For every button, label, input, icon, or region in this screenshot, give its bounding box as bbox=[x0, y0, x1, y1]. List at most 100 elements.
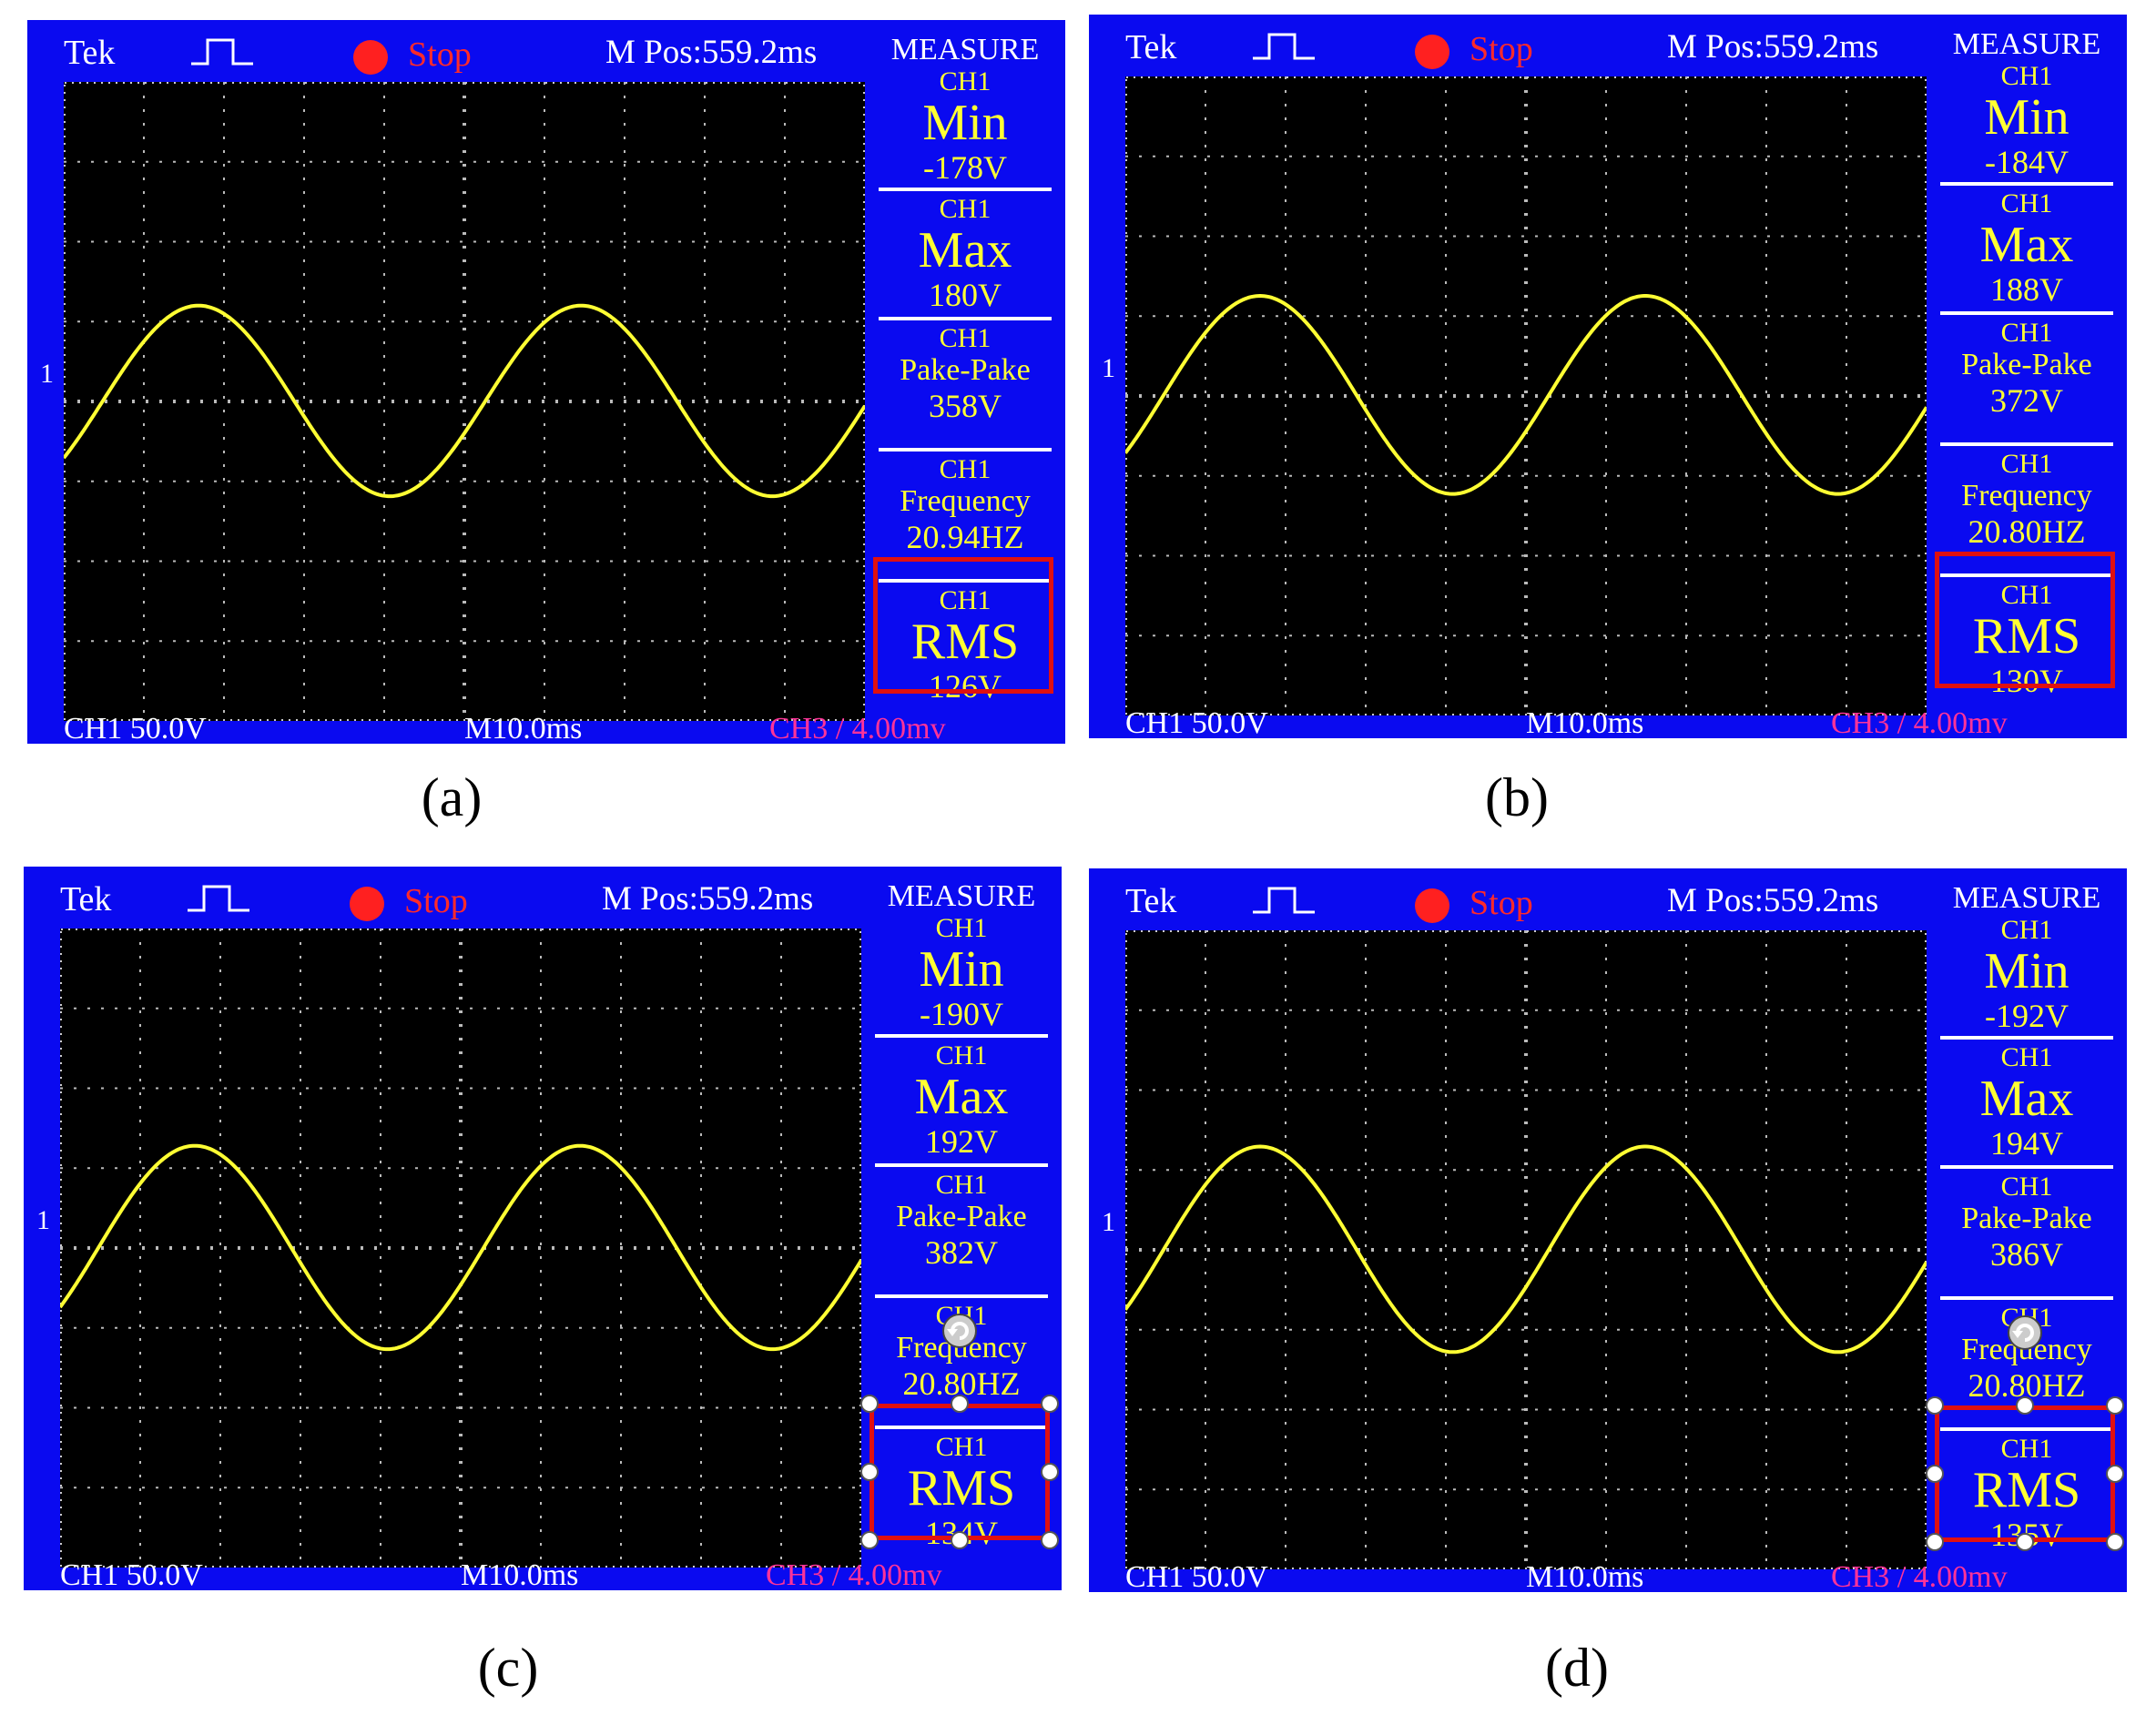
grid-border bbox=[1125, 930, 1927, 1569]
measure-min: CH1 Min -190V bbox=[875, 913, 1048, 1033]
rotate-handle-icon[interactable] bbox=[941, 1313, 978, 1349]
measure-max: CH1 Max 180V bbox=[879, 195, 1052, 314]
measure-panel: MEASURE CH1 Min -190V CH1 Max 192V CH1 Pake-Pak… bbox=[866, 867, 1057, 1568]
measure-separator bbox=[1940, 1427, 2113, 1431]
measure-separator bbox=[1940, 182, 2113, 186]
resize-handle-icon[interactable] bbox=[2106, 1533, 2124, 1551]
record-dot-icon bbox=[353, 40, 388, 75]
resize-handle-icon[interactable] bbox=[1041, 1531, 1059, 1549]
waveform-svg bbox=[1125, 76, 1927, 715]
measure-pake-pake: CH1 Pake-Pake 382V bbox=[875, 1171, 1048, 1272]
rms-highlight-box[interactable] bbox=[870, 1404, 1050, 1540]
measure-pake-pake: CH1 Pake-Pake 386V bbox=[1940, 1172, 2113, 1273]
rotate-handle-icon[interactable] bbox=[2007, 1314, 2043, 1351]
scope-header: Tek Stop M Pos:559.2ms bbox=[27, 20, 1065, 82]
waveform-svg bbox=[60, 928, 861, 1568]
measure-separator bbox=[1940, 442, 2113, 446]
measure-min: CH1 Min -192V bbox=[1940, 916, 2113, 1035]
measure-rms: CH1 RMS 130V bbox=[1940, 581, 2113, 700]
measure-rms: CH1 RMS 126V bbox=[879, 586, 1052, 705]
measure-title: MEASURE bbox=[1952, 881, 2101, 915]
scope-header: Tek Stop M Pos:559.2ms bbox=[24, 867, 1062, 928]
ch3-scale: CH3 / 4.00mv bbox=[1831, 706, 2008, 740]
resize-handle-icon[interactable] bbox=[860, 1531, 879, 1549]
oscilloscope-panel-d: Tek Stop M Pos:559.2ms 1 MEASURE CH1 Min -… bbox=[1089, 868, 2127, 1594]
measure-channel: CH1 bbox=[2000, 188, 2053, 218]
timebase: M10.0ms bbox=[1526, 706, 1644, 740]
scope-header: Tek Stop M Pos:559.2ms bbox=[1089, 15, 2127, 76]
resize-handle-icon[interactable] bbox=[2106, 1465, 2124, 1483]
resize-handle-icon[interactable] bbox=[1041, 1395, 1059, 1413]
measure-label: Min bbox=[1984, 943, 2070, 999]
panel-caption: (c) bbox=[477, 1638, 539, 1698]
waveform-display bbox=[1125, 930, 1927, 1569]
measure-label: Min bbox=[1984, 89, 2070, 146]
ground-marker-icon: 1 bbox=[40, 359, 54, 389]
resize-handle-icon[interactable] bbox=[951, 1395, 969, 1413]
measure-label: Max bbox=[918, 222, 1012, 279]
measure-title: MEASURE bbox=[1952, 27, 2101, 61]
measure-label: Pake-Pake bbox=[1961, 1202, 2092, 1235]
measure-separator bbox=[1940, 311, 2113, 315]
position-readout: M Pos:559.2ms bbox=[605, 34, 818, 71]
scope-footer: CH1 50.0V M10.0ms CH3 / 4.00mv bbox=[24, 1558, 1062, 1592]
resize-handle-icon[interactable] bbox=[951, 1531, 969, 1549]
measure-value: -184V bbox=[1985, 144, 2069, 180]
measure-value: 192V bbox=[925, 1123, 998, 1160]
measure-label: Pake-Pake bbox=[896, 1200, 1027, 1233]
brand-label: Tek bbox=[60, 880, 112, 918]
oscilloscope-panel-a: Tek Stop M Pos:559.2ms 1 MEASURE CH1 Min -… bbox=[27, 20, 1065, 746]
resize-handle-icon[interactable] bbox=[2106, 1396, 2124, 1415]
resize-handle-icon[interactable] bbox=[1041, 1463, 1059, 1481]
measure-min: CH1 Min -178V bbox=[879, 67, 1052, 187]
resize-handle-icon[interactable] bbox=[2016, 1533, 2034, 1551]
ch1-trace bbox=[64, 303, 865, 499]
measure-panel: MEASURE CH1 Min -192V CH1 Max 194V CH1 Pake-Pak… bbox=[1931, 868, 2122, 1569]
waveform-svg bbox=[1125, 930, 1927, 1569]
measure-pake-pake: CH1 Pake-Pake 358V bbox=[879, 323, 1052, 425]
measure-min: CH1 Min -184V bbox=[1940, 61, 2113, 181]
brand-label: Tek bbox=[1125, 28, 1177, 66]
scope-footer: CH1 50.0V M10.0ms CH3 / 4.00mv bbox=[1089, 706, 2127, 740]
ground-marker-icon: 1 bbox=[1102, 353, 1115, 383]
measure-separator bbox=[875, 1163, 1048, 1167]
measure-label: RMS bbox=[907, 1460, 1016, 1517]
position-readout: M Pos:559.2ms bbox=[1667, 882, 1879, 919]
resize-handle-icon[interactable] bbox=[860, 1463, 879, 1481]
measure-separator bbox=[879, 188, 1052, 191]
measure-value: 180V bbox=[929, 277, 1002, 313]
measure-value: 20.94HZ bbox=[906, 519, 1024, 555]
resize-handle-icon[interactable] bbox=[860, 1395, 879, 1413]
measure-channel: CH1 bbox=[2000, 61, 2053, 91]
measure-separator bbox=[879, 579, 1052, 583]
panel-caption: (a) bbox=[421, 767, 483, 827]
measure-value: 372V bbox=[1990, 382, 2063, 419]
measure-channel: CH1 bbox=[939, 585, 992, 615]
measure-label: Max bbox=[914, 1069, 1009, 1125]
pulse-icon bbox=[188, 885, 249, 912]
measure-separator bbox=[1940, 573, 2113, 577]
resize-handle-icon[interactable] bbox=[2016, 1396, 2034, 1415]
panel-caption: (b) bbox=[1485, 767, 1549, 827]
brand-label: Tek bbox=[1125, 882, 1177, 920]
measure-channel: CH1 bbox=[935, 913, 988, 943]
ch1-trace bbox=[1125, 293, 1927, 496]
measure-channel: CH1 bbox=[939, 323, 992, 353]
measure-separator bbox=[879, 317, 1052, 320]
scope-footer: CH1 50.0V M10.0ms CH3 / 4.00mv bbox=[1089, 1560, 2127, 1594]
waveform-display bbox=[1125, 76, 1927, 715]
measure-separator bbox=[875, 1426, 1048, 1429]
ch1-trace bbox=[60, 1143, 861, 1352]
ch1-scale: CH1 50.0V bbox=[64, 712, 207, 746]
resize-handle-icon[interactable] bbox=[1926, 1533, 1944, 1551]
measure-separator bbox=[1940, 1036, 2113, 1040]
resize-handle-icon[interactable] bbox=[1926, 1396, 1944, 1415]
measure-label: Frequency bbox=[900, 484, 1031, 518]
measure-value: 194V bbox=[1990, 1125, 2063, 1162]
measure-label: RMS bbox=[1972, 608, 2081, 665]
rms-highlight-box[interactable] bbox=[1935, 1405, 2115, 1542]
resize-handle-icon[interactable] bbox=[1926, 1465, 1944, 1483]
measure-value: 126V bbox=[929, 668, 1002, 705]
measure-value: 20.80HZ bbox=[1968, 513, 2086, 550]
measure-value: -192V bbox=[1985, 998, 2069, 1034]
